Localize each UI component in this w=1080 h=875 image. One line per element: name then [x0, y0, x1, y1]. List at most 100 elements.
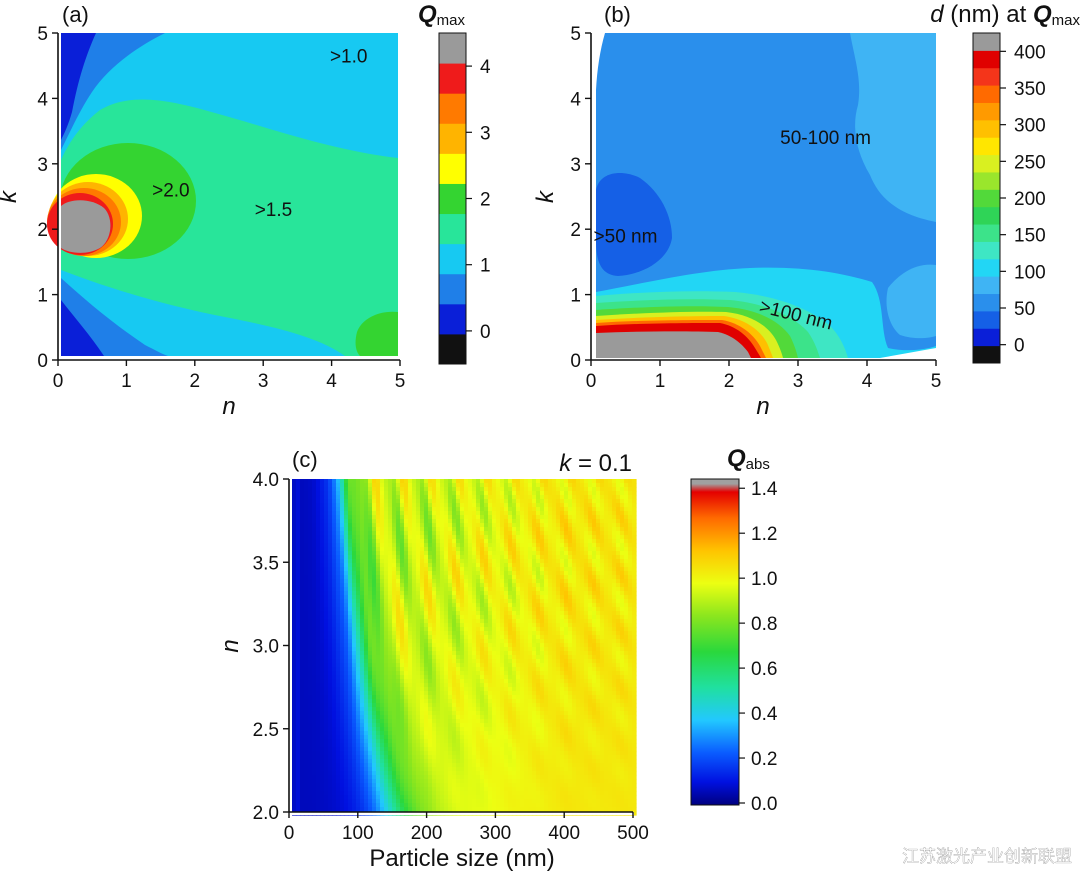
heatmap-cell	[328, 567, 333, 572]
heatmap-cell	[452, 687, 457, 692]
x-tick-label: 3	[258, 371, 269, 392]
heatmap-cell	[520, 723, 525, 728]
heatmap-cell	[420, 627, 425, 632]
heatmap-cell	[436, 711, 441, 716]
heatmap-cell	[392, 611, 397, 616]
heatmap-cell	[308, 663, 313, 668]
heatmap-cell	[432, 527, 437, 532]
heatmap-cell	[364, 503, 369, 508]
heatmap-cell	[404, 723, 409, 728]
heatmap-cell	[340, 487, 345, 492]
heatmap-cell	[356, 507, 361, 512]
heatmap-cell	[424, 739, 429, 744]
heatmap-cell	[396, 795, 401, 800]
heatmap-cell	[436, 663, 441, 668]
heatmap-cell	[468, 731, 473, 736]
heatmap-cell	[456, 775, 461, 780]
heatmap-cell	[520, 715, 525, 720]
heatmap-cell	[464, 667, 469, 672]
heatmap-cell	[340, 807, 345, 812]
heatmap-cell	[396, 791, 401, 796]
heatmap-cell	[292, 599, 297, 604]
heatmap-cell	[400, 675, 405, 680]
heatmap-cell	[372, 647, 377, 652]
heatmap-cell	[428, 759, 433, 764]
heatmap-cell	[296, 587, 301, 592]
heatmap-cell	[344, 659, 349, 664]
heatmap-cell	[312, 771, 317, 776]
heatmap-cell	[464, 715, 469, 720]
heatmap-cell	[396, 527, 401, 532]
heatmap-cell	[308, 487, 313, 492]
heatmap-cell	[432, 523, 437, 528]
heatmap-cell	[420, 495, 425, 500]
heatmap-cell	[300, 715, 305, 720]
heatmap-cell	[336, 499, 341, 504]
heatmap-cell	[444, 599, 449, 604]
heatmap-cell	[500, 515, 505, 520]
heatmap-cell	[512, 511, 517, 516]
heatmap-cell	[512, 671, 517, 676]
heatmap-cell	[376, 699, 381, 704]
heatmap-cell	[432, 787, 437, 792]
heatmap-cell	[328, 551, 333, 556]
heatmap-cell	[388, 599, 393, 604]
heatmap-cell	[292, 687, 297, 692]
heatmap-cell	[516, 615, 521, 620]
heatmap-cell	[400, 607, 405, 612]
heatmap-cell	[484, 767, 489, 772]
heatmap-cell	[512, 799, 517, 804]
heatmap-cell	[408, 555, 413, 560]
heatmap-cell	[448, 699, 453, 704]
heatmap-cell	[340, 567, 345, 572]
heatmap-cell	[372, 743, 377, 748]
heatmap-cell	[380, 711, 385, 716]
heatmap-cell	[292, 579, 297, 584]
heatmap-cell	[376, 711, 381, 716]
heatmap-cell	[300, 691, 305, 696]
heatmap-cell	[460, 599, 465, 604]
heatmap-cell	[428, 499, 433, 504]
heatmap-cell	[372, 667, 377, 672]
heatmap-cell	[464, 783, 469, 788]
contour-annotation: >1.5	[255, 200, 293, 221]
heatmap-cell	[356, 731, 361, 736]
heatmap-cell	[384, 763, 389, 768]
heatmap-cell	[464, 723, 469, 728]
heatmap-cell	[352, 795, 357, 800]
heatmap-cell	[404, 795, 409, 800]
heatmap-cell	[428, 743, 433, 748]
heatmap-cell	[472, 711, 477, 716]
heatmap-cell	[388, 503, 393, 508]
heatmap-cell	[380, 619, 385, 624]
heatmap-cell	[436, 571, 441, 576]
heatmap-cell	[500, 643, 505, 648]
heatmap-cell	[444, 523, 449, 528]
heatmap-cell	[432, 611, 437, 616]
heatmap-cell	[376, 771, 381, 776]
panel-b-colorbar-title: d (nm) at Qmax	[930, 1, 1080, 29]
heatmap-cell	[344, 743, 349, 748]
heatmap-cell	[512, 539, 517, 544]
heatmap-cell	[308, 483, 313, 488]
heatmap-cell	[420, 735, 425, 740]
heatmap-cell	[292, 623, 297, 628]
heatmap-cell	[316, 707, 321, 712]
heatmap-cell	[500, 567, 505, 572]
heatmap-cell	[496, 747, 501, 752]
contour-annotation: >1.0	[330, 46, 368, 67]
heatmap-cell	[372, 759, 377, 764]
heatmap-cell	[436, 675, 441, 680]
heatmap-cell	[360, 559, 365, 564]
heatmap-cell	[328, 727, 333, 732]
heatmap-cell	[376, 539, 381, 544]
heatmap-cell	[404, 675, 409, 680]
heatmap-cell	[352, 599, 357, 604]
heatmap-cell	[320, 739, 325, 744]
heatmap-cell	[520, 675, 525, 680]
heatmap-cell	[420, 583, 425, 588]
heatmap-cell	[316, 663, 321, 668]
colorbar-swatch	[973, 241, 1000, 260]
heatmap-cell	[308, 775, 313, 780]
heatmap-cell	[420, 591, 425, 596]
